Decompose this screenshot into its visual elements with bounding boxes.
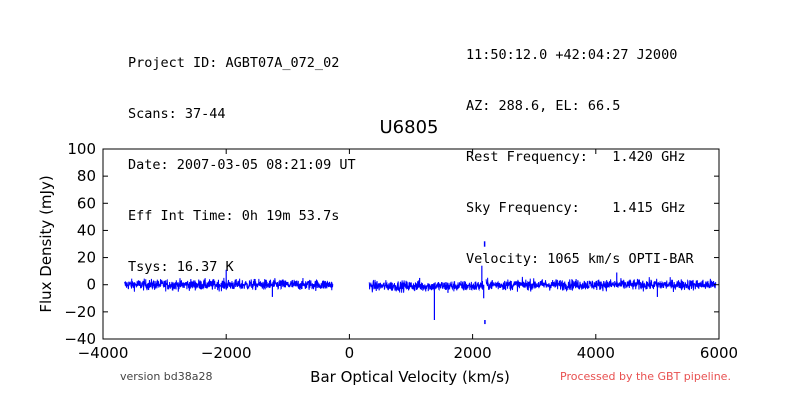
rest-frequency-text: Rest Frequency: 1.420 GHz: [466, 149, 686, 165]
plot-frame: [102, 148, 720, 340]
date-text: Date: 2007-03-05 08:21:09 UT: [128, 157, 356, 173]
velocity-text: Velocity: 1065 km/s OPTI-BAR: [466, 251, 694, 267]
scans-text: Scans: 37-44: [128, 106, 226, 122]
az-el-text: AZ: 288.6, EL: 66.5: [466, 98, 621, 114]
y-tick-label: 100: [67, 140, 96, 158]
tsys-text: Tsys: 16.37 K: [128, 259, 234, 275]
observation-info-right: 11:50:12.0 +42:04:27 J2000 AZ: 288.6, EL…: [466, 13, 694, 285]
axis-ticks: −4000 −2000 0 2000 4000 6000 −40 −20 0 20 40 60 80 10…: [64, 140, 738, 362]
spectrum-segment-3: [485, 276, 717, 293]
x-tick-label: 4000: [577, 344, 615, 362]
y-tick-label: 60: [77, 194, 96, 212]
spectrum-segment-1: [124, 277, 334, 292]
coordinates-text: 11:50:12.0 +42:04:27 J2000: [466, 47, 678, 63]
plot-area: [124, 241, 717, 325]
x-tick-label: 6000: [700, 344, 738, 362]
sky-frequency-text: Sky Frequency: 1.415 GHz: [466, 200, 686, 216]
chart-title: U6805: [380, 117, 439, 138]
y-tick-label: 0: [86, 276, 96, 294]
version-text: version bd38a28: [120, 370, 213, 383]
y-tick-label: 20: [77, 249, 96, 267]
pipeline-credit-text: Processed by the GBT pipeline.: [560, 370, 731, 383]
x-tick-label: 2000: [454, 344, 492, 362]
y-tick-label: −20: [64, 303, 96, 321]
spectrum-segment-2: [368, 279, 485, 293]
x-axis-label: Bar Optical Velocity (km/s): [310, 368, 510, 386]
x-tick-label: −2000: [201, 344, 252, 362]
y-axis-label: Flux Density (mJy): [37, 175, 55, 312]
y-tick-label: −40: [64, 330, 96, 348]
observation-info-left: Project ID: AGBT07A_072_02 Scans: 37-44 …: [128, 21, 356, 293]
int-time-text: Eff Int Time: 0h 19m 53.7s: [128, 208, 340, 224]
y-tick-label: 40: [77, 221, 96, 239]
x-tick-label: −4000: [78, 344, 129, 362]
y-tick-label: 80: [77, 167, 96, 185]
project-id-text: Project ID: AGBT07A_072_02: [128, 55, 340, 71]
x-tick-label: 0: [345, 344, 355, 362]
